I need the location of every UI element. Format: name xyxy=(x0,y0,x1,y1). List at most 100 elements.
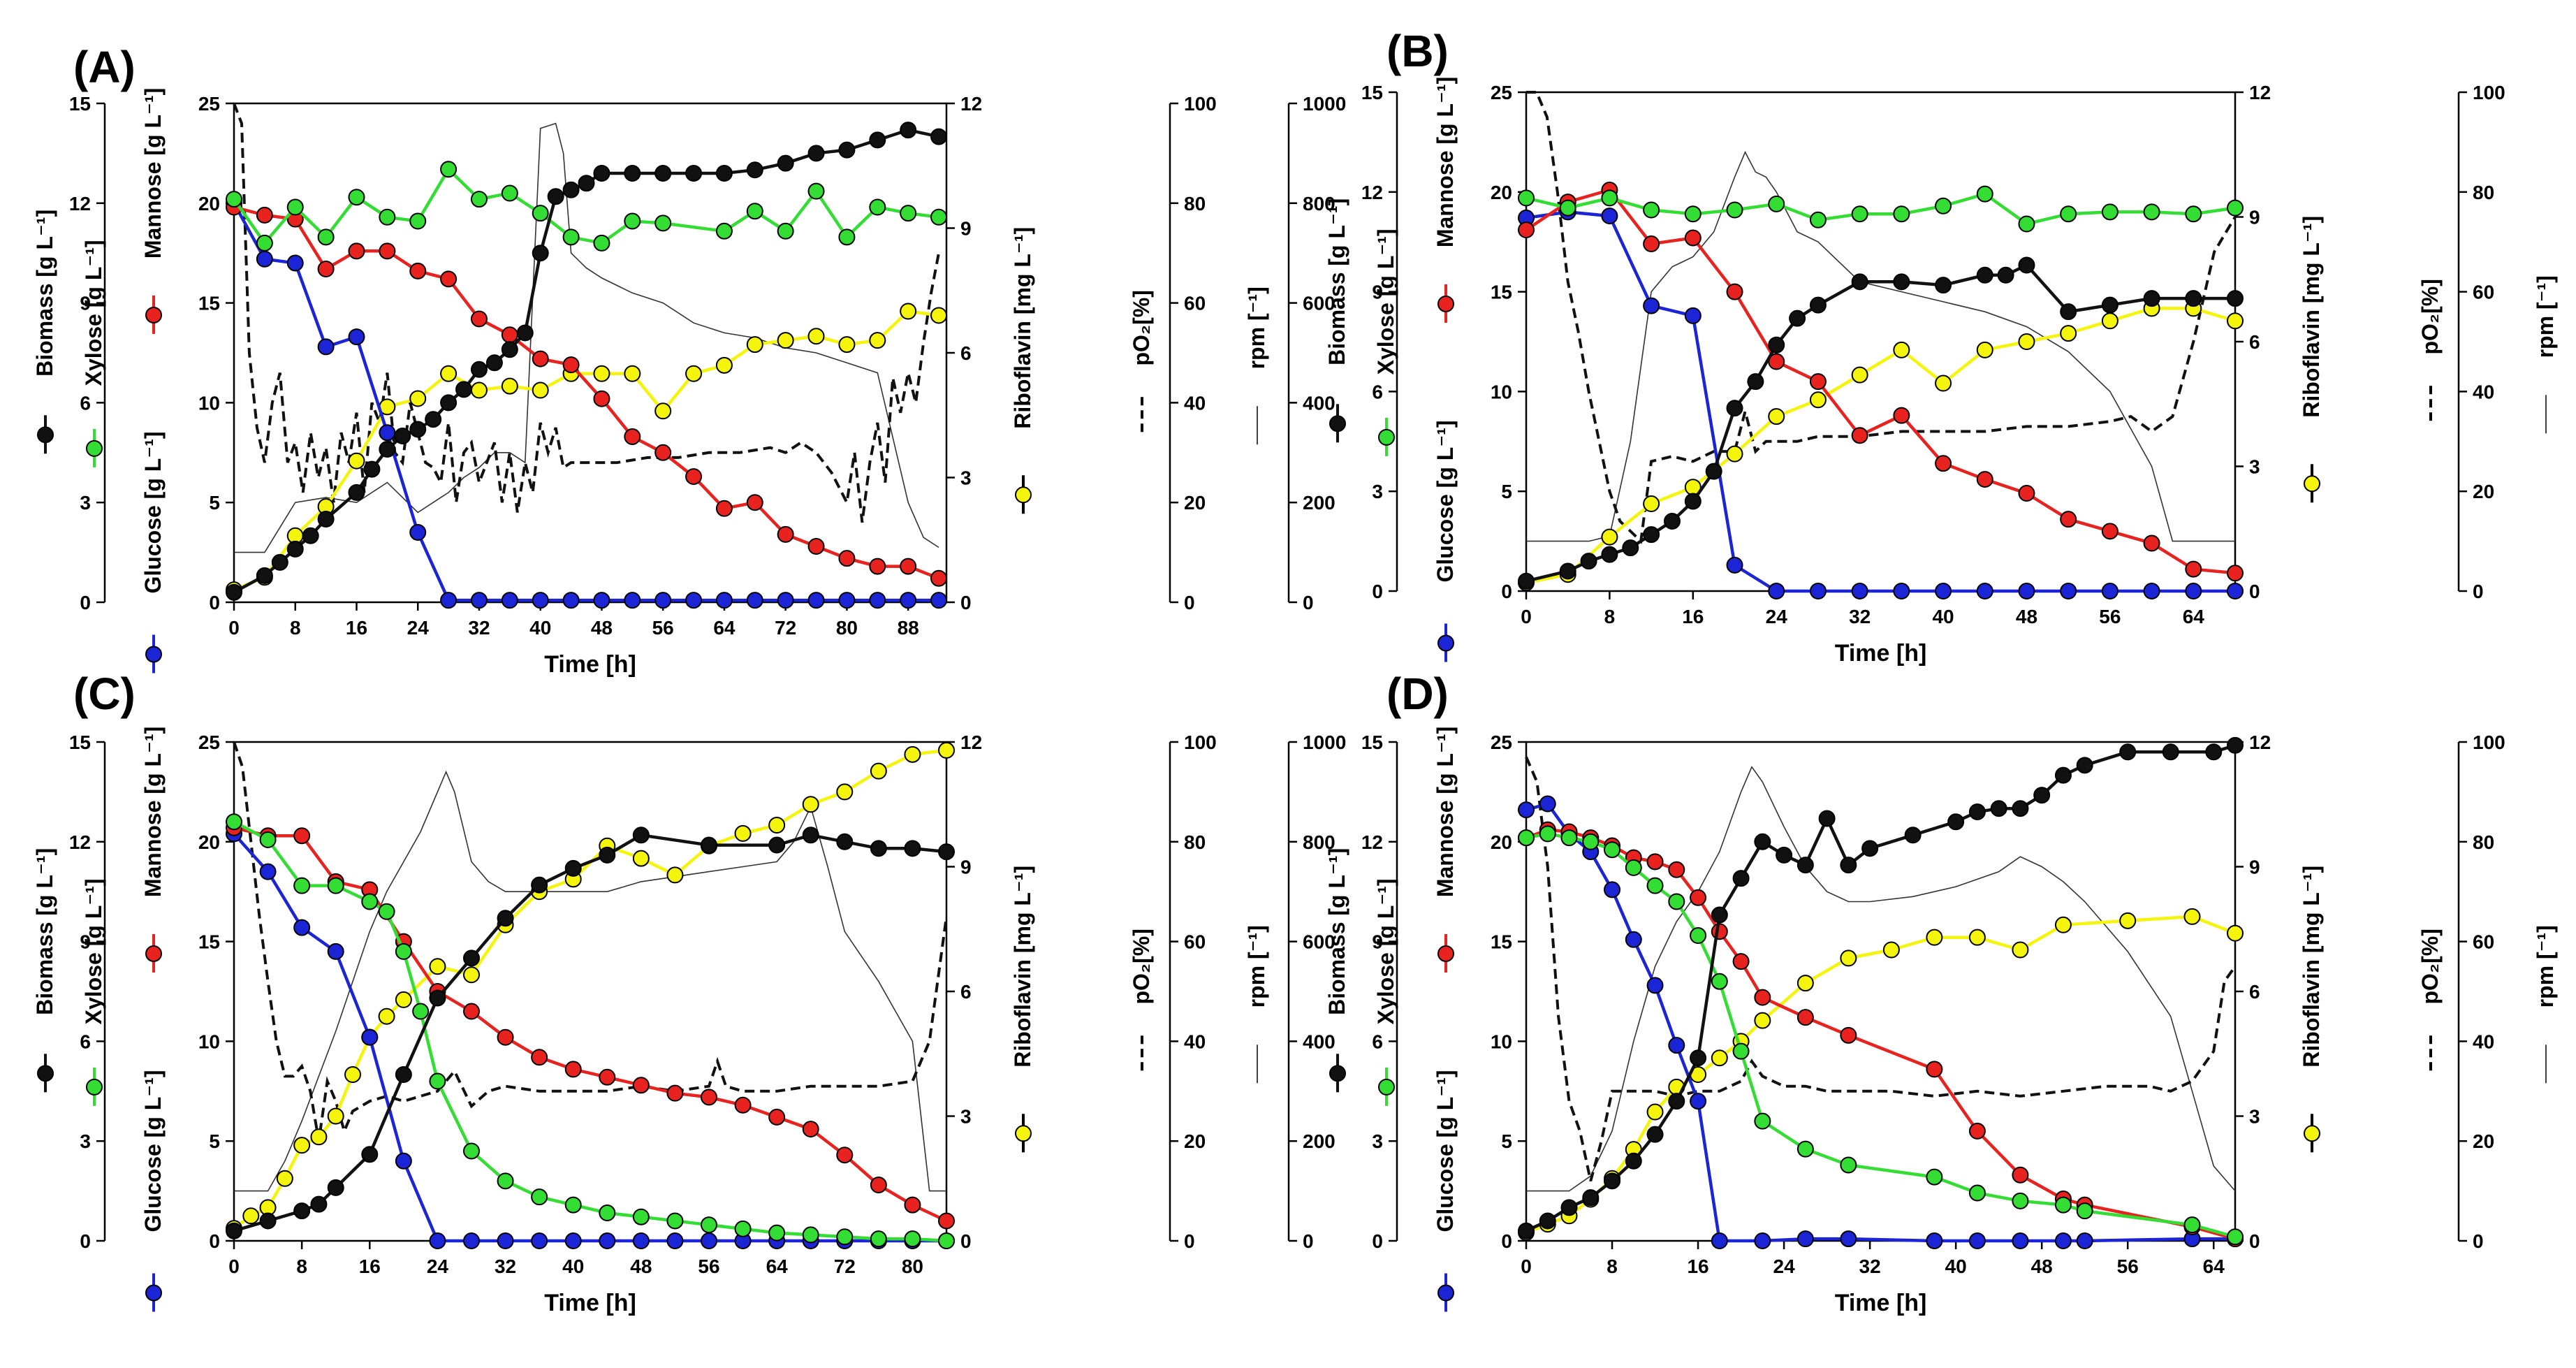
glucose-point xyxy=(1809,583,1827,599)
riboflavin-point xyxy=(1851,366,1868,384)
mannose-point xyxy=(1935,455,1952,472)
biomass-point xyxy=(1818,810,1836,827)
xylose-point xyxy=(1851,205,1868,223)
xylose-point xyxy=(904,1230,921,1248)
glucose-point xyxy=(1726,556,1743,574)
riboflavin-axis-title-legend-marker xyxy=(1015,1125,1032,1142)
riboflavin-tick-label: 6 xyxy=(2249,331,2260,353)
series-riboflavin xyxy=(1518,908,2244,1242)
riboflavin-point xyxy=(870,762,887,780)
rpm-axis-title-text: rpm [⁻¹] xyxy=(2533,925,2558,1007)
xylose-point xyxy=(463,1142,480,1160)
biomass-point xyxy=(562,181,580,198)
biomass-axis-title: Biomass [g L⁻¹] xyxy=(32,210,57,454)
xylose-point xyxy=(870,1230,887,1248)
glucose-point xyxy=(1539,795,1556,813)
x-tick-label: 40 xyxy=(562,1256,584,1277)
riboflavin-point xyxy=(746,336,763,354)
biomass-point xyxy=(838,141,856,159)
po2-axis-title-text: pO₂[%] xyxy=(2417,279,2443,354)
biomass-axis-title-legend-marker xyxy=(1329,415,1346,432)
glucose-point xyxy=(395,1152,412,1170)
po2-line xyxy=(233,103,940,523)
mannose-point xyxy=(1926,1061,1943,1078)
riboflavin-axis-title-text: Riboflavin [mg L⁻¹] xyxy=(1010,866,1035,1068)
biomass-point xyxy=(1747,373,1764,391)
sugars-tick-label: 20 xyxy=(198,831,220,853)
mannose-point xyxy=(1668,861,1685,878)
xylose-point xyxy=(1768,195,1785,212)
glucose-point xyxy=(562,592,580,609)
glucose-point xyxy=(501,592,518,609)
glucose-point xyxy=(666,1232,684,1249)
riboflavin-point xyxy=(2101,312,2118,330)
biomass-tick-label: 9 xyxy=(80,293,91,314)
riboflavin-tick-label: 3 xyxy=(2249,1106,2260,1128)
mannose-axis-title: Mannose [g L⁻¹] xyxy=(140,727,166,973)
xylose-point xyxy=(632,1208,650,1225)
glucose-point xyxy=(1684,307,1702,324)
biomass-point xyxy=(271,553,288,571)
mannose-axis-title: Mannose [g L⁻¹] xyxy=(1433,727,1458,973)
sugars-tick-label: 15 xyxy=(198,931,220,953)
xylose-point xyxy=(1926,1168,1943,1186)
biomass-axis-title-text: Biomass [g L⁻¹] xyxy=(1324,198,1349,365)
sugars-tick-label: 10 xyxy=(198,1031,220,1052)
x-tick-label: 24 xyxy=(1766,606,1788,627)
biomass-point xyxy=(938,843,955,861)
riboflavin-axis-title: Riboflavin [mg L⁻¹] xyxy=(1010,227,1035,514)
biomass-point xyxy=(1776,846,1793,864)
riboflavin-point xyxy=(348,452,365,470)
glucose-point xyxy=(1601,208,1618,225)
glucose-point xyxy=(701,1232,717,1249)
xylose-point xyxy=(348,189,365,206)
glucose-point xyxy=(838,592,856,609)
xylose-point xyxy=(2185,205,2202,223)
x-axis-title: Time [h] xyxy=(544,651,636,678)
biomass-point xyxy=(1684,493,1702,510)
glucose-point xyxy=(1754,1232,1771,1249)
x-tick-label: 56 xyxy=(2099,606,2121,627)
xylose-point xyxy=(1582,833,1600,850)
panel-label: (A) xyxy=(73,42,136,92)
riboflavin-point xyxy=(938,741,955,759)
rpm-line xyxy=(234,122,939,553)
glucose-axis-title-text: Glucose [g L⁻¹] xyxy=(1433,1070,1458,1232)
x-axis-title: Time [h] xyxy=(1835,640,1927,667)
glucose-point xyxy=(361,1028,379,1046)
xylose-point xyxy=(395,943,412,960)
biomass-point xyxy=(1705,463,1722,480)
mannose-axis-title-legend-marker xyxy=(145,306,162,323)
x-tick-label: 48 xyxy=(2031,1256,2053,1277)
biomass-point xyxy=(348,483,365,501)
riboflavin-point xyxy=(2227,924,2244,942)
xylose-point xyxy=(1690,927,1707,945)
glucose-point xyxy=(1851,583,1868,599)
series-mannose xyxy=(1518,821,2244,1248)
mannose-axis-title-legend-marker xyxy=(1437,295,1454,312)
riboflavin-axis-title-legend-marker xyxy=(1015,486,1032,504)
mannose-point xyxy=(838,550,856,567)
po2-tick-label: 0 xyxy=(1184,592,1195,613)
riboflavin-tick-label: 9 xyxy=(960,857,972,878)
rpm-tick-label: 200 xyxy=(1303,1130,1335,1152)
series-riboflavin xyxy=(226,303,948,599)
biomass-point xyxy=(715,164,733,182)
series-biomass xyxy=(226,122,948,601)
biomass-point xyxy=(632,827,650,844)
xylose-point xyxy=(900,205,917,222)
rpm-tick-label: 1000 xyxy=(1303,732,1346,753)
glucose-axis-title-text: Glucose [g L⁻¹] xyxy=(140,431,166,593)
x-tick-label: 80 xyxy=(902,1256,923,1277)
mannose-point xyxy=(463,1003,480,1020)
xylose-axis-title-text: Xylose [g L⁻¹] xyxy=(81,240,106,386)
mannose-point xyxy=(440,270,458,288)
x-tick-label: 40 xyxy=(529,617,551,639)
mannose-point xyxy=(256,206,273,224)
biomass-tick-label: 9 xyxy=(80,931,91,953)
riboflavin-point xyxy=(1926,929,1943,946)
mannose-point xyxy=(2101,523,2118,540)
mannose-point xyxy=(734,1096,752,1114)
x-tick-label: 72 xyxy=(775,617,796,639)
x-tick-label: 32 xyxy=(1859,1256,1881,1277)
